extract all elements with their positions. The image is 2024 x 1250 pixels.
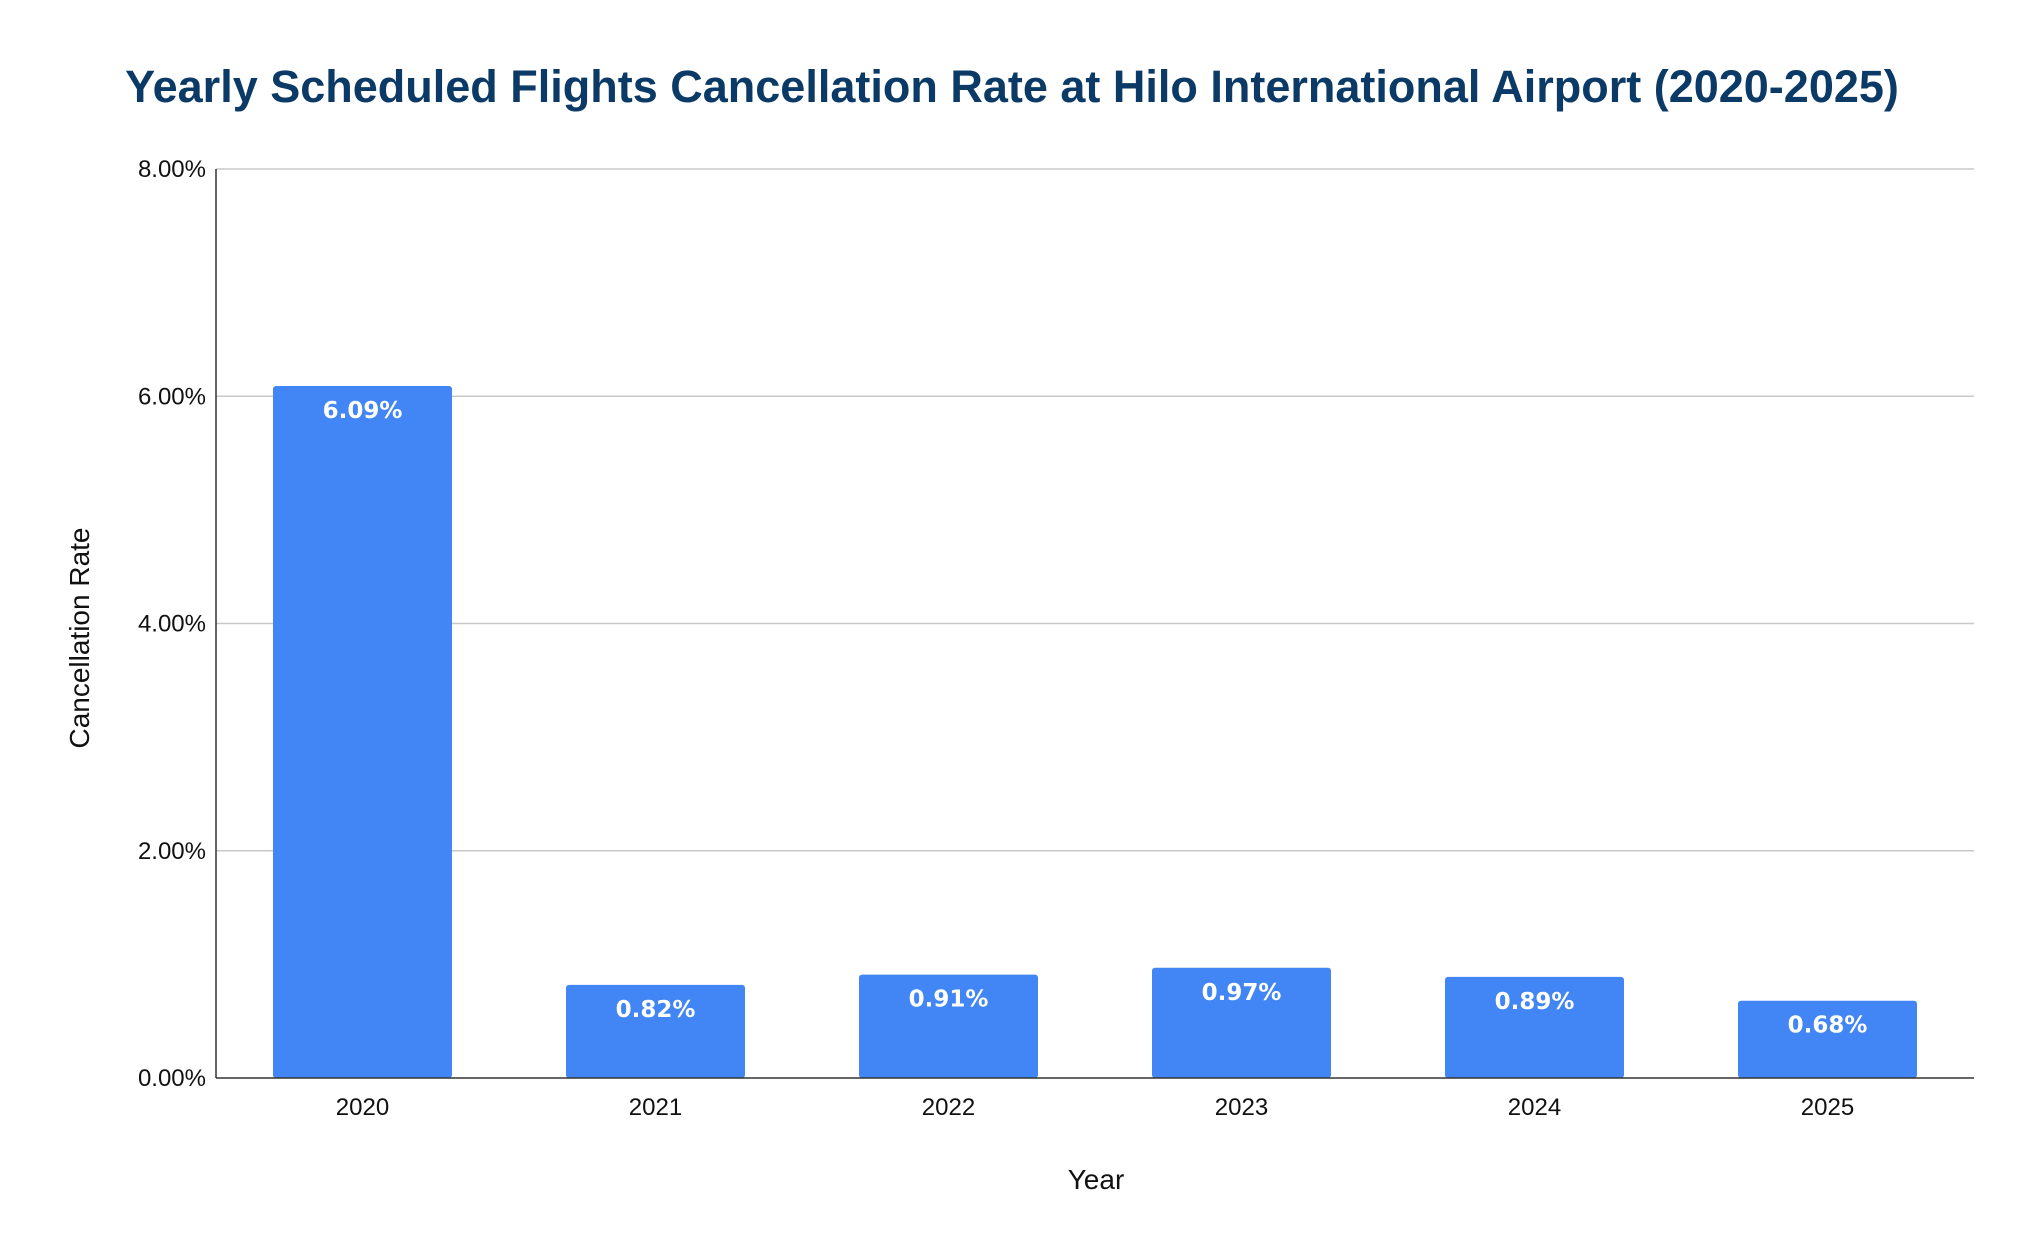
y-tick-label: 2.00% [138, 838, 206, 865]
x-tick-label: 2024 [1508, 1094, 1561, 1121]
y-tick-label: 4.00% [138, 611, 206, 638]
y-tick-label: 6.00% [138, 383, 206, 410]
data-label-2025: 0.68% [1788, 1013, 1868, 1039]
chart-title: Yearly Scheduled Flights Cancellation Ra… [125, 61, 1899, 112]
bars [273, 386, 1917, 1078]
y-tick-label: 8.00% [138, 156, 206, 183]
bar-2022 [859, 974, 1038, 1078]
y-axis-ticks: 0.00% 2.00% 4.00% 6.00% 8.00% [138, 156, 206, 1092]
bar-2021 [566, 984, 745, 1078]
gridlines [216, 168, 1974, 852]
x-tick-label: 2021 [629, 1094, 682, 1121]
data-label-2023: 0.97% [1202, 980, 1282, 1006]
bar-2023 [1152, 967, 1331, 1078]
x-axis-title: Year [1068, 1164, 1125, 1195]
data-label-2024: 0.89% [1495, 989, 1575, 1015]
x-axis-ticks: 2020 2021 2022 2023 2024 2025 [336, 1094, 1854, 1121]
y-tick-label: 0.00% [138, 1065, 206, 1092]
x-tick-label: 2023 [1215, 1094, 1268, 1121]
x-tick-label: 2025 [1801, 1094, 1854, 1121]
bar-2025 [1738, 1000, 1917, 1078]
data-label-2021: 0.82% [616, 997, 696, 1023]
bar-2024 [1445, 976, 1624, 1078]
data-labels: 6.09% 0.82% 0.91% 0.97% 0.89% 0.68% [323, 398, 1868, 1039]
x-tick-label: 2022 [922, 1094, 975, 1121]
x-tick-label: 2020 [336, 1094, 389, 1121]
bar-2020 [273, 386, 452, 1078]
y-axis-title: Cancellation Rate [64, 527, 95, 748]
data-label-2020: 6.09% [323, 398, 403, 424]
data-label-2022: 0.91% [909, 987, 989, 1013]
